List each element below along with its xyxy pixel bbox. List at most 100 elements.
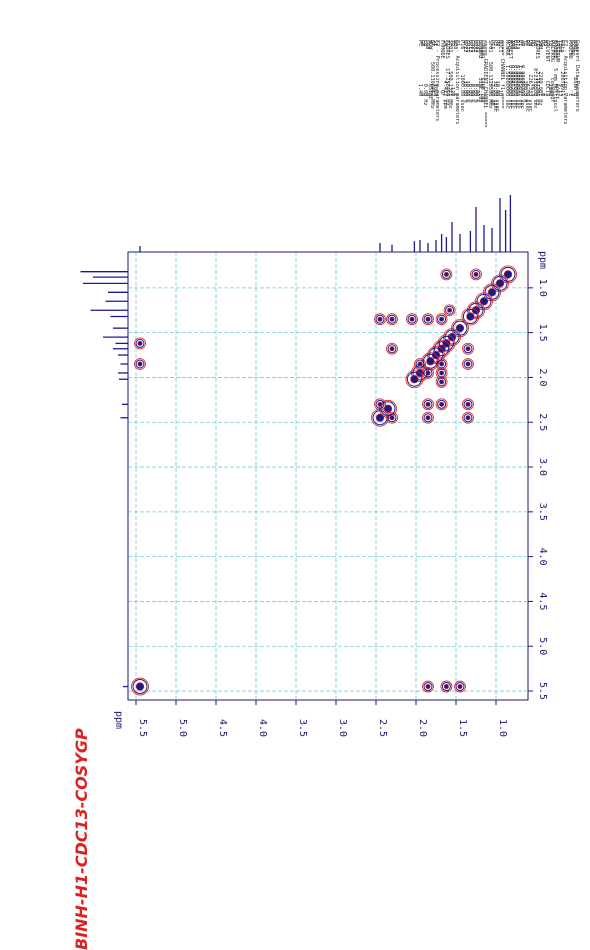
tick-label-right: 4.5 <box>537 592 548 610</box>
cross-peak-contour-outer <box>462 411 474 424</box>
cross-peak-core <box>389 346 395 352</box>
cross-peak-contour-outer <box>422 680 434 693</box>
cross-peak-contour-outer <box>386 411 398 424</box>
cross-peak-contour <box>455 682 465 692</box>
cross-peak-contour-outer <box>386 342 398 355</box>
cosy-spectrum: 1.0 1.0 1.5 1.5 2.0 2.0 2.5 2.5 3.0 3.0 3.5 3.5 4.0 4… <box>80 195 548 737</box>
cross-peak-contour-outer <box>454 680 466 693</box>
cross-peak-contour <box>441 682 451 692</box>
cross-peak-contour-outer <box>422 411 434 424</box>
tick-label-right: 2.0 <box>537 368 548 386</box>
cross-peak-contour <box>387 344 397 354</box>
diagonal-peak-core <box>375 413 385 422</box>
cross-peak-core <box>377 316 383 322</box>
tick-label-bottom: 1.5 <box>457 719 468 737</box>
cross-peak-contour <box>471 269 481 279</box>
diagonal-peak-core <box>479 297 489 306</box>
diagonal-peak-contour <box>372 410 388 426</box>
diagonal-peak-contour <box>406 371 422 387</box>
cross-peak-contour <box>387 413 397 423</box>
cross-peak-contour-outer <box>462 358 474 370</box>
cross-peak-contour <box>375 314 385 324</box>
cross-peak-contour <box>423 399 433 409</box>
vertical-axis-label: ppm <box>537 251 548 269</box>
cross-peak-contour-outer <box>470 268 482 281</box>
tick-label-bottom: 2.0 <box>417 719 428 737</box>
cross-peak-core <box>425 370 431 376</box>
cross-peak-core <box>457 684 463 690</box>
cross-peak-contour <box>135 359 145 369</box>
cross-peak-core <box>439 370 445 376</box>
cross-peak-contour-outer <box>440 680 453 693</box>
tick-label-right: 5.0 <box>537 637 548 655</box>
tick-label-bottom: 5.0 <box>177 719 188 737</box>
cross-peak-core <box>473 271 479 277</box>
cross-peak-contour-outer <box>422 398 434 411</box>
tick-label-right: 1.5 <box>537 324 548 342</box>
cross-peak-contour-outer <box>443 304 456 317</box>
cross-peak-core <box>417 361 423 367</box>
tick-label-bottom: 4.0 <box>257 719 268 737</box>
cross-peak-contour <box>407 314 417 324</box>
cross-peak-contour <box>445 305 455 315</box>
cross-peak-contour <box>375 399 385 409</box>
tick-label-right: 3.5 <box>537 503 548 521</box>
cross-peak-core <box>137 340 143 346</box>
cross-peak-core <box>465 361 471 367</box>
diagonal-peak-core <box>487 288 497 297</box>
tick-label-bottom: 3.5 <box>297 719 308 737</box>
diagonal-peak-contour <box>438 335 454 351</box>
cross-peak-contour-outer <box>422 313 434 326</box>
cross-peak-contour-outer <box>435 358 448 370</box>
cross-peak-core <box>439 361 445 367</box>
cross-peak-contour <box>463 344 473 354</box>
cross-peak-contour <box>423 314 433 324</box>
tick-label-right: 3.0 <box>537 458 548 476</box>
cross-peak-contour-outer <box>414 358 426 370</box>
diagonal-peak-contour <box>462 309 478 325</box>
horizontal-axis-label: ppm <box>113 711 124 729</box>
cross-peak-contour-outer <box>462 342 474 355</box>
cross-peak-contour <box>423 682 433 692</box>
cross-peak-contour <box>415 359 425 369</box>
cross-peak-contour <box>463 413 473 423</box>
tick-label-right: 1.0 <box>537 279 548 297</box>
tick-label-bottom: 5.5 <box>137 719 148 737</box>
diagonal-peak-contour <box>132 679 148 695</box>
diagonal-peak-core <box>503 270 513 279</box>
cross-peak-contour-outer <box>435 376 448 388</box>
diagonal-peak-contour-outer <box>405 370 424 389</box>
cross-peak-contour <box>423 413 433 423</box>
cross-peak-contour-outer <box>422 367 434 379</box>
cross-peak-core <box>425 316 431 322</box>
cross-peak-core <box>447 307 453 313</box>
cross-peak-contour <box>437 314 447 324</box>
cross-peak-contour-outer <box>435 313 448 326</box>
cross-peak-contour <box>463 399 473 409</box>
diagonal-peak-contour-outer <box>131 677 149 696</box>
cross-peak-contour-outer <box>440 268 453 281</box>
diagonal-peak-contour-outer <box>475 292 493 311</box>
cross-peak-core <box>389 316 395 322</box>
cross-peak-core <box>465 401 471 407</box>
cross-peak-core <box>443 271 449 277</box>
cross-peak-contour-outer <box>386 313 398 326</box>
diagonal-peak-contour-outer <box>499 265 517 284</box>
cross-peak-contour <box>135 338 145 348</box>
cross-peak-contour-outer <box>374 313 386 326</box>
cross-peak-core <box>377 401 383 407</box>
cross-peak-contour-outer <box>435 398 448 411</box>
diagonal-peak-core <box>455 324 465 333</box>
diagonal-peak-core <box>410 375 419 384</box>
diagonal-peak-contour-outer <box>491 274 509 293</box>
cross-peak-core <box>465 415 471 421</box>
tick-label-bottom: 3.0 <box>337 719 348 737</box>
cross-peak-contour-outer <box>435 367 448 379</box>
cross-peak-core <box>425 401 431 407</box>
cross-peak-contour-outer <box>462 398 474 411</box>
cross-peak-contour <box>437 377 447 387</box>
cross-peak-contour-outer <box>406 313 418 326</box>
cross-peak-contour-outer <box>134 358 146 370</box>
cross-peak-core <box>389 415 395 421</box>
diagonal-peak-core <box>383 404 393 413</box>
